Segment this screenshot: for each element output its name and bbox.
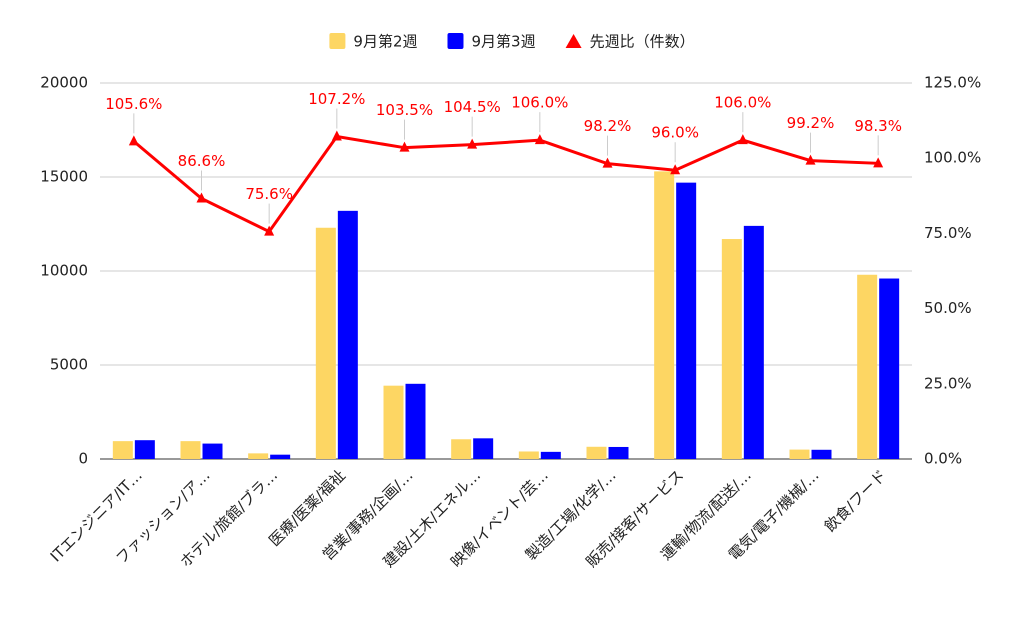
value-label: 98.3%	[854, 117, 902, 135]
bar	[337, 210, 358, 459]
value-label: 104.5%	[444, 98, 501, 116]
value-label: 98.2%	[584, 117, 632, 135]
line-marker	[805, 154, 816, 165]
legend-item: 先週比（件数）	[565, 33, 695, 51]
bar	[248, 453, 269, 459]
y2-tick-label: 125.0%	[924, 74, 981, 92]
value-label: 103.5%	[376, 101, 433, 119]
y2-tick-label: 100.0%	[924, 149, 981, 167]
value-label: 96.0%	[651, 124, 699, 142]
y2-tick-label: 75.0%	[924, 224, 972, 242]
line-marker	[670, 164, 681, 175]
x-tick-group: 飲食/フード	[821, 466, 890, 535]
line-marker	[602, 157, 613, 168]
y2-tick-label: 0.0%	[924, 450, 962, 468]
value-label: 107.2%	[308, 90, 365, 108]
bar	[879, 278, 900, 459]
bar	[789, 449, 810, 459]
bar	[743, 225, 764, 459]
bar	[202, 443, 223, 459]
legend-item: 9月第3週	[447, 33, 536, 51]
bar	[180, 441, 201, 459]
bar	[676, 182, 697, 459]
line-marker	[399, 141, 410, 152]
line-marker	[264, 225, 275, 236]
bar	[654, 171, 675, 460]
legend-marker	[565, 34, 582, 48]
y-tick-label: 20000	[40, 74, 88, 92]
bar	[134, 440, 155, 459]
bar	[540, 451, 561, 459]
line-marker	[467, 138, 478, 149]
line-marker	[534, 134, 545, 145]
y-tick-label: 15000	[40, 168, 88, 186]
value-label: 75.6%	[245, 185, 293, 203]
legend-marker	[447, 33, 464, 49]
legend-label: 9月第3週	[471, 33, 535, 51]
y-tick-label: 0	[78, 450, 88, 468]
bar	[451, 439, 472, 459]
bar	[112, 441, 133, 459]
y2-tick-label: 25.0%	[924, 374, 972, 392]
bar	[518, 451, 539, 459]
line-marker	[737, 134, 748, 145]
bar	[473, 438, 494, 459]
legend-label: 先週比（件数）	[590, 33, 695, 51]
legend: 9月第2週 9月第3週 先週比（件数）	[329, 33, 695, 51]
bar	[405, 383, 426, 459]
bar	[586, 446, 607, 459]
line	[132, 134, 879, 234]
legend-marker	[329, 33, 346, 49]
y-tick-label: 5000	[50, 356, 88, 374]
line-marker	[873, 157, 884, 168]
value-label: 86.6%	[178, 152, 226, 170]
x-tick-label: 飲食/フード	[821, 466, 890, 535]
y-tick-label: 10000	[40, 262, 88, 280]
line-marker	[128, 135, 139, 146]
value-label: 106.0%	[511, 94, 568, 112]
bar	[721, 239, 742, 459]
bar	[811, 449, 832, 459]
y2-tick-label: 50.0%	[924, 299, 972, 317]
bar	[608, 446, 629, 459]
bar	[383, 385, 404, 459]
value-label: 106.0%	[714, 94, 771, 112]
legend-label: 9月第2週	[353, 33, 417, 51]
line-marker	[196, 192, 207, 203]
bar	[857, 274, 878, 459]
value-label: 105.6%	[105, 95, 162, 113]
line-marker	[331, 130, 342, 141]
value-label: 99.2%	[787, 114, 835, 132]
legend-item: 9月第2週	[329, 33, 417, 51]
bar	[270, 454, 291, 459]
bar	[315, 227, 336, 459]
